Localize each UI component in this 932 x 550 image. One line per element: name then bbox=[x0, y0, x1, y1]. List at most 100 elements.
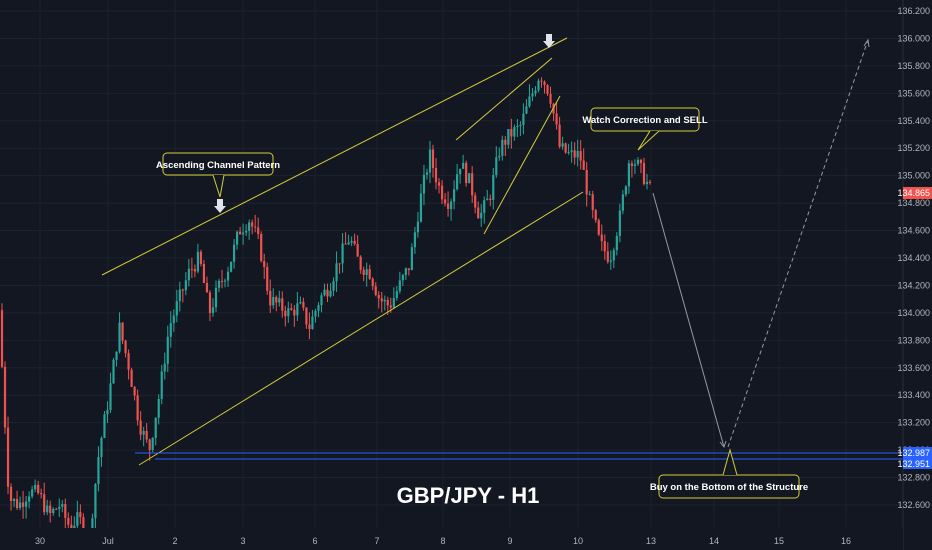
candle-body bbox=[594, 210, 597, 221]
candle-body bbox=[380, 298, 383, 302]
channel-upper-line[interactable] bbox=[101, 37, 568, 276]
candle-body bbox=[332, 281, 335, 291]
candle-body bbox=[338, 263, 341, 265]
x-tick-label: 13 bbox=[646, 536, 656, 546]
x-tick-label: 8 bbox=[440, 536, 445, 546]
candle-body bbox=[534, 90, 537, 94]
candle-body bbox=[169, 323, 172, 337]
candle-body bbox=[106, 410, 109, 415]
candle-body bbox=[588, 194, 591, 196]
x-tick-label: 10 bbox=[573, 536, 583, 546]
candle-body bbox=[483, 200, 486, 213]
candle-body bbox=[374, 286, 377, 295]
candle-body bbox=[567, 151, 570, 153]
candle-body bbox=[392, 298, 395, 308]
candle-body bbox=[82, 517, 85, 536]
y-tick-label: 135.600 bbox=[897, 88, 930, 98]
y-tick-label: 133.600 bbox=[897, 363, 930, 373]
callout-watch-correction[interactable]: Watch Correction and SELL bbox=[582, 107, 708, 151]
candle-body bbox=[639, 159, 643, 164]
candle-body bbox=[9, 486, 13, 502]
candle-body bbox=[251, 222, 254, 227]
candle-body bbox=[43, 494, 46, 513]
candle-body bbox=[76, 512, 79, 526]
candle-body bbox=[305, 307, 308, 325]
candle-body bbox=[627, 163, 631, 187]
candle-body bbox=[220, 280, 224, 282]
candle-body bbox=[398, 280, 401, 292]
channel-lower-line[interactable] bbox=[138, 191, 584, 466]
candle-body bbox=[157, 399, 160, 418]
candle-body bbox=[386, 299, 389, 306]
current-price-tag: 134.865 bbox=[897, 187, 932, 199]
wedge-lower-line[interactable] bbox=[483, 95, 561, 235]
candle-body bbox=[443, 199, 447, 204]
candle-body bbox=[245, 230, 248, 233]
candle-body bbox=[317, 305, 320, 311]
candle-body bbox=[501, 139, 504, 156]
candle-body bbox=[3, 366, 7, 428]
level-2-price-tag: 132.951 bbox=[897, 458, 932, 469]
projection-up-line[interactable] bbox=[727, 39, 869, 448]
candle-body bbox=[25, 501, 28, 507]
candle-body bbox=[242, 232, 245, 235]
y-tick-label: 133.400 bbox=[897, 390, 930, 400]
candle-body bbox=[46, 505, 49, 513]
candle-body bbox=[190, 268, 193, 270]
candle-body bbox=[630, 163, 634, 166]
candle-body bbox=[618, 210, 621, 236]
candle-body bbox=[615, 235, 618, 251]
candle-body bbox=[15, 499, 19, 509]
callout-ascending-channel[interactable]: Ascending Channel Pattern bbox=[156, 152, 280, 198]
candle-body bbox=[151, 437, 154, 450]
candle-body bbox=[284, 310, 287, 317]
candle-body bbox=[573, 150, 576, 158]
candle-body bbox=[462, 162, 465, 169]
candle-body bbox=[350, 240, 353, 243]
candle-body bbox=[229, 261, 233, 272]
candle-body bbox=[489, 198, 492, 200]
candle-body bbox=[302, 301, 305, 308]
y-tick-label: 132.600 bbox=[897, 500, 930, 510]
candle-body bbox=[148, 439, 151, 450]
candle-body bbox=[266, 267, 269, 291]
x-tick-label: 2 bbox=[172, 536, 177, 546]
candle-body bbox=[543, 81, 546, 86]
candle-body bbox=[136, 395, 139, 421]
y-tick-label: 134.800 bbox=[897, 198, 930, 208]
chart-title: GBP/JPY - H1 bbox=[397, 483, 540, 508]
candle-body bbox=[356, 244, 359, 257]
candle-body bbox=[299, 301, 302, 304]
candle-body bbox=[555, 113, 558, 125]
candle-body bbox=[296, 303, 299, 316]
candle-body bbox=[633, 164, 637, 166]
wedge-upper-line[interactable] bbox=[455, 57, 553, 141]
candle-body bbox=[413, 232, 417, 248]
candle-body bbox=[269, 290, 272, 306]
callout-buy-bottom[interactable]: Buy on the Bottom of the Structure bbox=[650, 448, 808, 499]
candle-body bbox=[474, 195, 477, 208]
candle-body bbox=[621, 194, 624, 211]
candle-body bbox=[94, 484, 97, 519]
candle-body bbox=[49, 505, 52, 514]
candle-body bbox=[612, 250, 615, 261]
candle-body bbox=[52, 508, 55, 514]
candle-body bbox=[79, 512, 82, 518]
candle-body bbox=[121, 322, 124, 341]
candle-body bbox=[344, 243, 347, 245]
candle-body bbox=[160, 371, 163, 400]
y-tick-label: 136.000 bbox=[897, 33, 930, 43]
candle-body bbox=[353, 240, 356, 245]
y-tick-label: 136.200 bbox=[897, 6, 930, 16]
candle-body bbox=[18, 502, 22, 509]
candle-body bbox=[645, 181, 649, 185]
projection-down-line[interactable] bbox=[652, 192, 725, 448]
candle-body bbox=[597, 220, 600, 235]
candle-body bbox=[519, 124, 522, 126]
y-tick-label: 132.800 bbox=[897, 473, 930, 483]
candle-body bbox=[422, 174, 426, 194]
candle-body bbox=[428, 149, 432, 173]
level-1-price-label: 132.987 bbox=[897, 448, 930, 458]
